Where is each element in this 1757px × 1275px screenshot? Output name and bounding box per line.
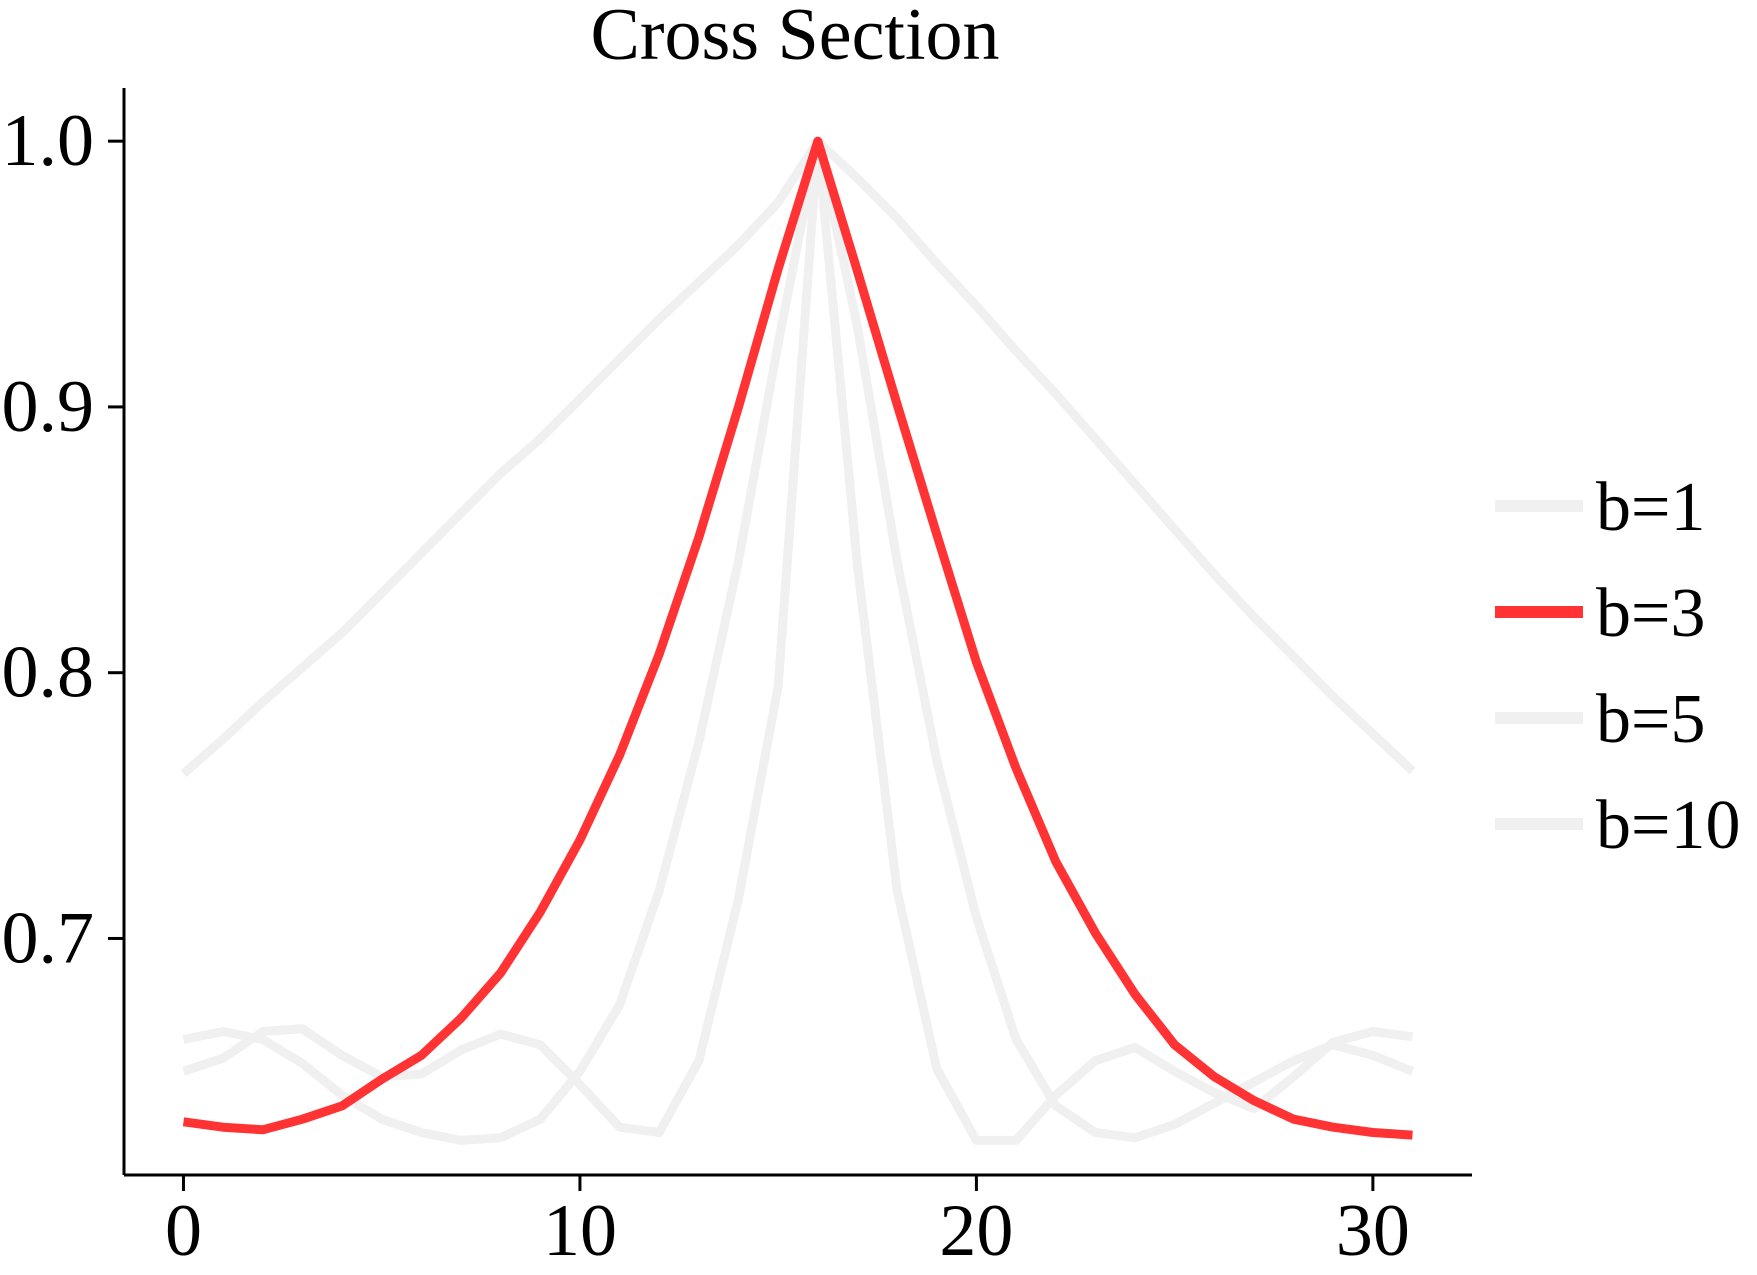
x-tick-label: 0 xyxy=(165,1190,202,1272)
axes-layer: 0 10 20 30 0.7 0.8 0.9 1.0 xyxy=(2,88,1472,1272)
x-tick-label: 30 xyxy=(1336,1190,1410,1272)
legend-label: b=10 xyxy=(1596,787,1740,864)
series-layer xyxy=(180,136,1416,1145)
x-tick-label: 20 xyxy=(939,1190,1013,1272)
series-line-b-5 xyxy=(182,136,1415,1143)
y-tick-label: 0.7 xyxy=(2,897,95,979)
x-tick-label: 10 xyxy=(543,1190,617,1272)
legend: b=1 b=3 b=5 b=10 xyxy=(1495,469,1740,864)
series-line-b-3 xyxy=(182,136,1413,1140)
y-tick-label: 0.8 xyxy=(2,632,95,714)
series-line-b-1 xyxy=(180,136,1416,778)
chart-title: Cross Section xyxy=(590,0,999,76)
legend-label: b=3 xyxy=(1596,575,1705,652)
y-tick-label: 0.9 xyxy=(2,366,95,448)
legend-label: b=5 xyxy=(1596,681,1705,758)
y-tick-label: 1.0 xyxy=(2,100,95,182)
legend-label: b=1 xyxy=(1596,469,1705,546)
series-line-b-10 xyxy=(182,136,1414,1145)
